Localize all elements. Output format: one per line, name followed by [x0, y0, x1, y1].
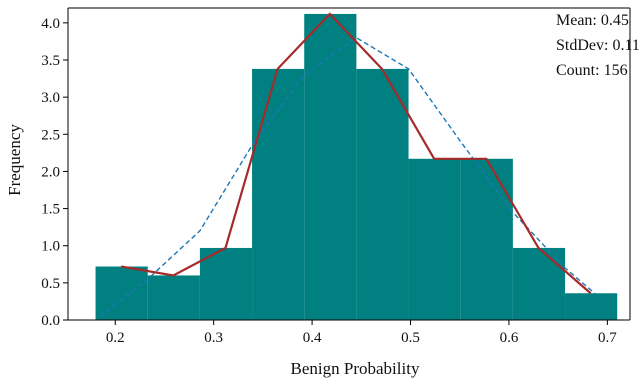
x-ticks: 0.2 0.3 0.4 0.5 0.6 0.7 [106, 320, 617, 346]
histogram-bar-6 [408, 158, 461, 320]
histogram-bar-9 [565, 293, 618, 320]
y-tick-label: 3.5 [41, 53, 60, 69]
histogram-bar-0 [95, 266, 148, 320]
stats-box: Mean: 0.45 StdDev: 0.11 Count: 156 [556, 12, 640, 79]
histogram-bar-4 [304, 13, 357, 320]
y-tick-label: 0.5 [41, 276, 60, 292]
y-tick-label: 3.0 [41, 90, 60, 106]
x-tick-label: 0.4 [303, 330, 322, 346]
y-tick-label: 1.0 [41, 239, 60, 255]
histogram-bar-7 [460, 158, 513, 320]
y-tick-label: 4.0 [41, 16, 60, 32]
histogram-bar-2 [199, 247, 253, 320]
y-tick-label: 2.5 [41, 127, 60, 143]
y-tick-label: 2.0 [41, 164, 60, 180]
y-tick-label: 0.0 [41, 313, 60, 329]
frequency-line [120, 12, 592, 295]
x-tick-label: 0.2 [106, 330, 125, 346]
std-stat: StdDev: 0.11 [556, 37, 640, 54]
histogram-bar-3 [252, 68, 305, 321]
y-axis-label: Frequency [5, 124, 24, 196]
mean-stat: Mean: 0.45 [556, 12, 629, 29]
x-tick-label: 0.5 [401, 330, 420, 346]
histogram-bar-5 [356, 68, 409, 321]
histogram-bar-1 [147, 275, 200, 320]
x-tick-label: 0.6 [500, 330, 519, 346]
count-stat: Count: 156 [556, 62, 628, 79]
x-tick-label: 0.7 [598, 330, 617, 346]
y-ticks: 0.0 0.5 1.0 1.5 2.0 2.5 3.0 3.5 4.0 [41, 16, 68, 329]
x-axis-label: Benign Probability [291, 359, 420, 378]
histogram-bar-8 [512, 247, 566, 320]
fit-curve-line [100, 36, 597, 317]
x-tick-label: 0.3 [204, 330, 223, 346]
y-tick-label: 1.5 [41, 202, 60, 218]
